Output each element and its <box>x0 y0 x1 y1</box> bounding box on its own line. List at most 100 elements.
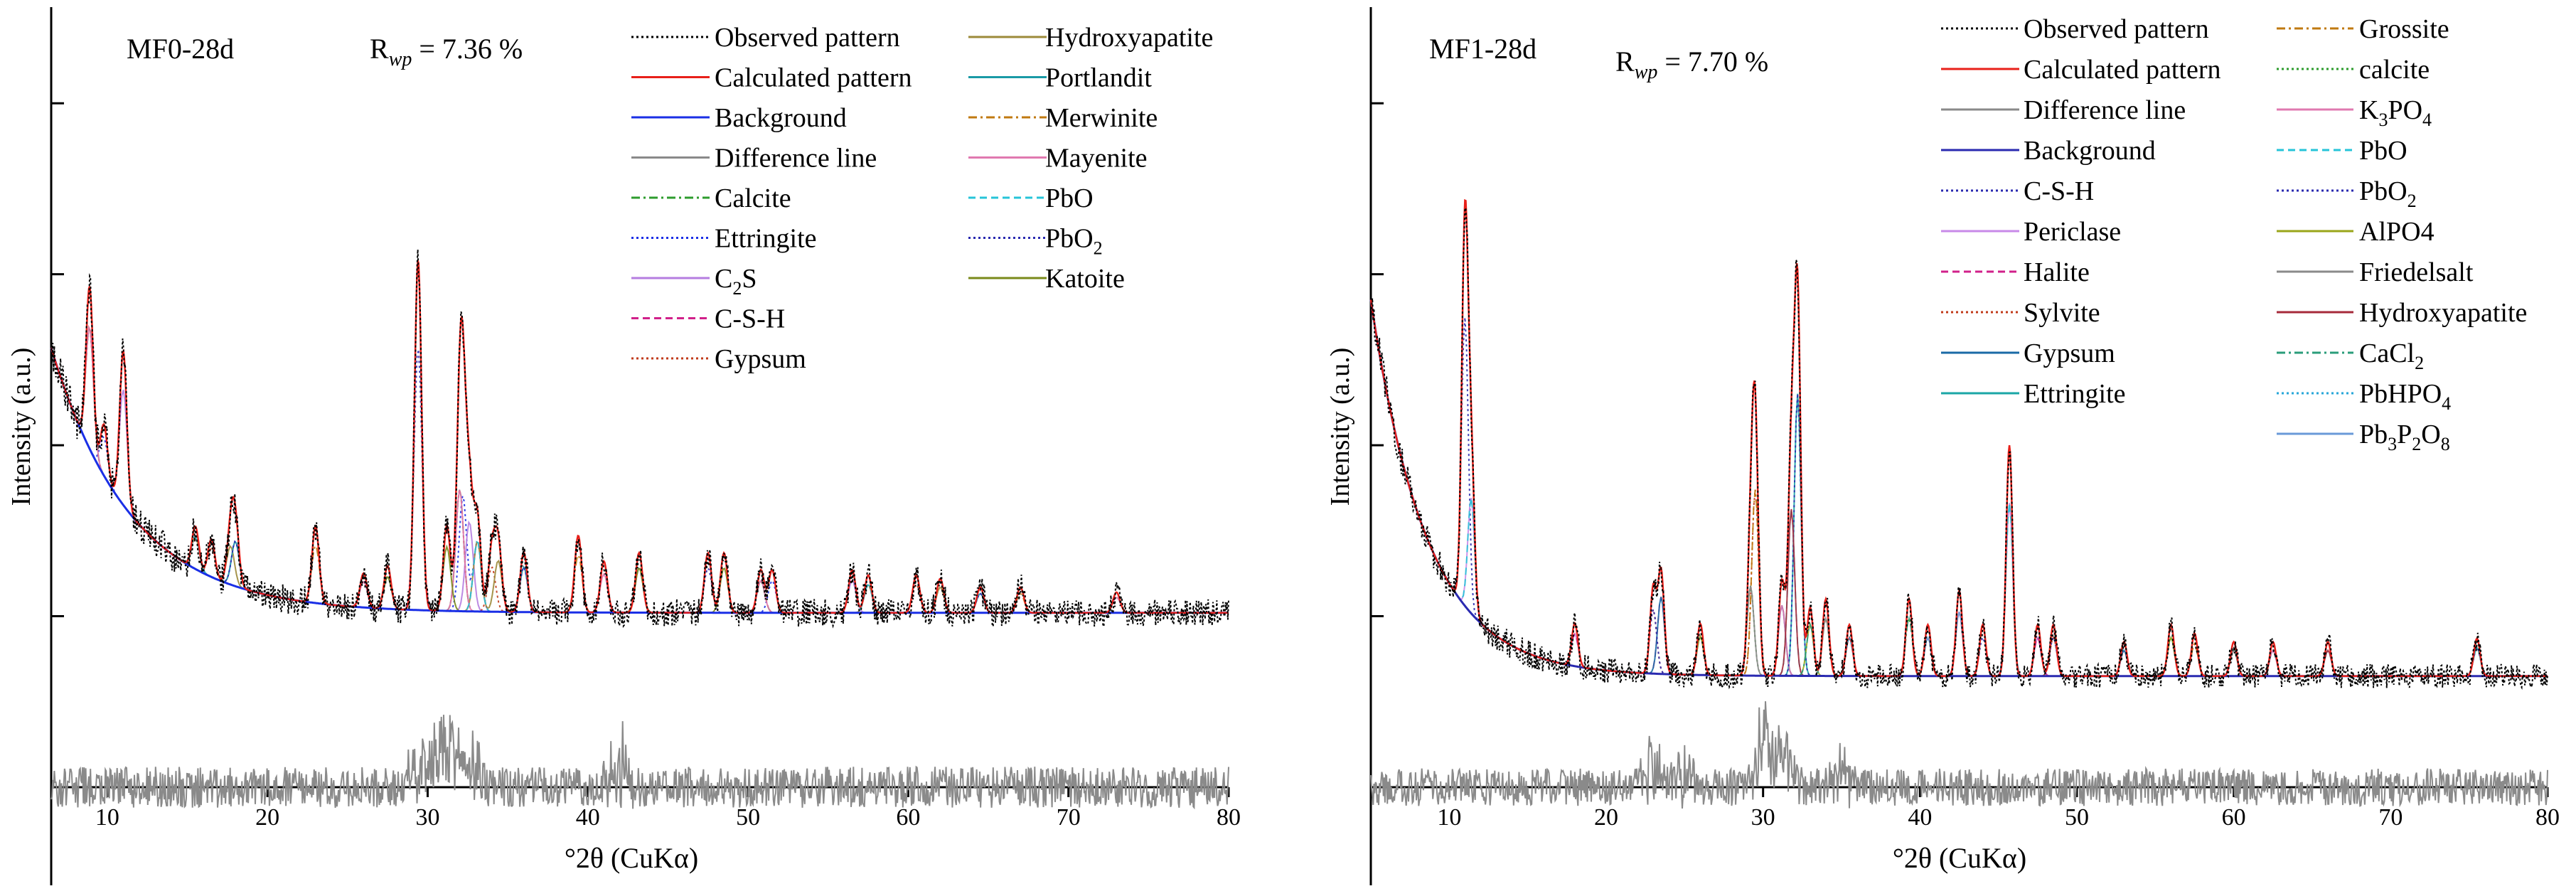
legend-label-pbhpo4: PbHPO4 <box>2359 379 2451 414</box>
x-axis-label: °2θ (CuKα) <box>1893 842 2026 874</box>
legend-label-friedelsalt: Friedelsalt <box>2359 257 2474 287</box>
legend-label-periclase: Periclase <box>2024 217 2121 247</box>
legend-item-cacl2: CaCl2 <box>2277 338 2424 373</box>
phase-curve-hydroxyapatite <box>50 347 1229 614</box>
legend-item-portlandit: Portlandit <box>968 63 1152 93</box>
legend-item-grossite: Grossite <box>2277 14 2449 44</box>
phase-curve-pbo2 <box>50 347 1229 614</box>
phase-curve-pbo <box>50 347 1229 614</box>
x-tick-label-80: 80 <box>1217 804 1241 831</box>
legend-label-pbo: PbO <box>1045 183 1094 213</box>
legend-item-gypsum: Gypsum <box>1941 338 2115 368</box>
legend-item-pbo: PbO <box>2277 136 2407 166</box>
phase-curve-c-s-h <box>50 347 1229 614</box>
legend-label-grossite: Grossite <box>2359 14 2449 44</box>
legend-label-pb3p2o8: Pb3P2O8 <box>2359 420 2450 454</box>
legend-item-katoite: Katoite <box>968 264 1125 294</box>
rwp-label: Rwp = 7.70 % <box>1615 46 1768 83</box>
observed-curve <box>50 249 1229 629</box>
legend-label-mayenite: Mayenite <box>1045 144 1148 174</box>
rwp-label: Rwp = 7.36 % <box>370 33 523 70</box>
legend-label-ettringite: Ettringite <box>715 224 817 254</box>
legend-item-background: Background <box>631 103 847 133</box>
legend-item-friedelsalt: Friedelsalt <box>2277 257 2474 287</box>
legend-item-calculated-pattern: Calculated pattern <box>631 63 912 93</box>
legend-item-alpo4: AlPO4 <box>2277 217 2435 247</box>
legend-item-c2s: C2S <box>631 264 757 299</box>
legend-label-merwinite: Merwinite <box>1045 103 1158 133</box>
legend-item-hydroxyapatite: Hydroxyapatite <box>2277 298 2527 328</box>
x-tick-label-10: 10 <box>95 804 119 831</box>
xrd-panel-1: 10 20 30 40 50 60 70 80 MF0-28d Rwp = 7.36 % °2θ (… <box>6 7 1241 885</box>
legend-item-ettringite: Ettringite <box>1941 379 2126 409</box>
x-tick-label-30: 30 <box>1751 804 1775 831</box>
legend-item-gypsum: Gypsum <box>631 344 806 374</box>
legend-item-pbhpo4: PbHPO4 <box>2277 379 2451 414</box>
legend-label-c-s-h: C-S-H <box>2024 176 2094 206</box>
phase-curve-katoite <box>50 347 1229 614</box>
legend-item-observed-pattern: Observed pattern <box>1941 14 2209 44</box>
legend-item-difference-line: Difference line <box>1941 95 2186 125</box>
x-tick-label-60: 60 <box>896 804 920 831</box>
phase-curve-ettringite <box>50 347 1229 614</box>
x-tick-label-60: 60 <box>2222 804 2246 831</box>
legend-label-observed-pattern: Observed pattern <box>715 23 900 53</box>
legend-item-pbo2: PbO2 <box>968 224 1103 259</box>
legend-item-ettringite: Ettringite <box>631 224 817 254</box>
legend-label-pbo2: PbO2 <box>1045 224 1103 259</box>
legend-item-c-s-h: C-S-H <box>631 304 785 334</box>
legend-item-calcite: calcite <box>2277 55 2430 85</box>
legend-item-observed-pattern: Observed pattern <box>631 23 900 53</box>
legend-label-hydroxyapatite: Hydroxyapatite <box>1045 23 1213 53</box>
x-axis-label: °2θ (CuKα) <box>565 842 698 874</box>
legend-label-k3po4: K3PO4 <box>2359 95 2432 130</box>
legend-item-background: Background <box>1941 136 2156 166</box>
legend-label-c-s-h: C-S-H <box>715 304 785 334</box>
phase-curve-portlandit <box>50 347 1229 614</box>
legend-item-calculated-pattern: Calculated pattern <box>1941 55 2221 85</box>
y-axis-label: Intensity (a.u.) <box>6 348 36 506</box>
x-tick-label-50: 50 <box>736 804 760 831</box>
x-tick-label-30: 30 <box>415 804 439 831</box>
legend-label-observed-pattern: Observed pattern <box>2024 14 2209 44</box>
legend-label-background: Background <box>2024 136 2156 166</box>
legend-label-calcite: calcite <box>2359 55 2430 85</box>
legend-label-ettringite: Ettringite <box>2024 379 2126 409</box>
legend-label-gypsum: Gypsum <box>2024 338 2115 368</box>
legend-item-pbo: PbO <box>968 183 1094 213</box>
legend-label-pbo2: PbO2 <box>2359 176 2417 211</box>
x-tick-label-70: 70 <box>2378 804 2403 831</box>
legend-label-calculated-pattern: Calculated pattern <box>715 63 912 93</box>
legend-item-k3po4: K3PO4 <box>2277 95 2432 130</box>
legend-label-c2s: C2S <box>715 264 757 299</box>
legend-item-calcite: Calcite <box>631 183 791 213</box>
legend-label-hydroxyapatite: Hydroxyapatite <box>2359 298 2527 328</box>
legend-label-portlandit: Portlandit <box>1045 63 1152 93</box>
y-axis-label: Intensity (a.u.) <box>1325 348 1355 506</box>
legend-item-merwinite: Merwinite <box>968 103 1158 133</box>
legend-item-c-s-h: C-S-H <box>1941 176 2094 206</box>
background-curve <box>50 347 1229 614</box>
legend-label-calcite: Calcite <box>715 183 791 213</box>
x-tick-label-10: 10 <box>1437 804 1461 831</box>
difference-curve <box>1370 701 2548 809</box>
legend-label-background: Background <box>715 103 847 133</box>
sample-label: MF1-28d <box>1429 33 1536 65</box>
x-tick-label-40: 40 <box>1908 804 1932 831</box>
legend-item-periclase: Periclase <box>1941 217 2121 247</box>
x-tick-label-40: 40 <box>576 804 600 831</box>
legend-item-sylvite: Sylvite <box>1941 298 2100 328</box>
x-tick-label-20: 20 <box>1594 804 1618 831</box>
legend-label-difference-line: Difference line <box>2024 95 2186 125</box>
difference-curve <box>50 715 1229 810</box>
legend-label-sylvite: Sylvite <box>2024 298 2100 328</box>
legend-label-alpo4: AlPO4 <box>2359 217 2435 247</box>
x-tick-label-70: 70 <box>1057 804 1081 831</box>
legend-label-halite: Halite <box>2024 257 2090 287</box>
x-tick-label-50: 50 <box>2065 804 2089 831</box>
legend-label-difference-line: Difference line <box>715 144 877 174</box>
legend-label-cacl2: CaCl2 <box>2359 338 2424 373</box>
legend-item-pbo2: PbO2 <box>2277 176 2417 211</box>
